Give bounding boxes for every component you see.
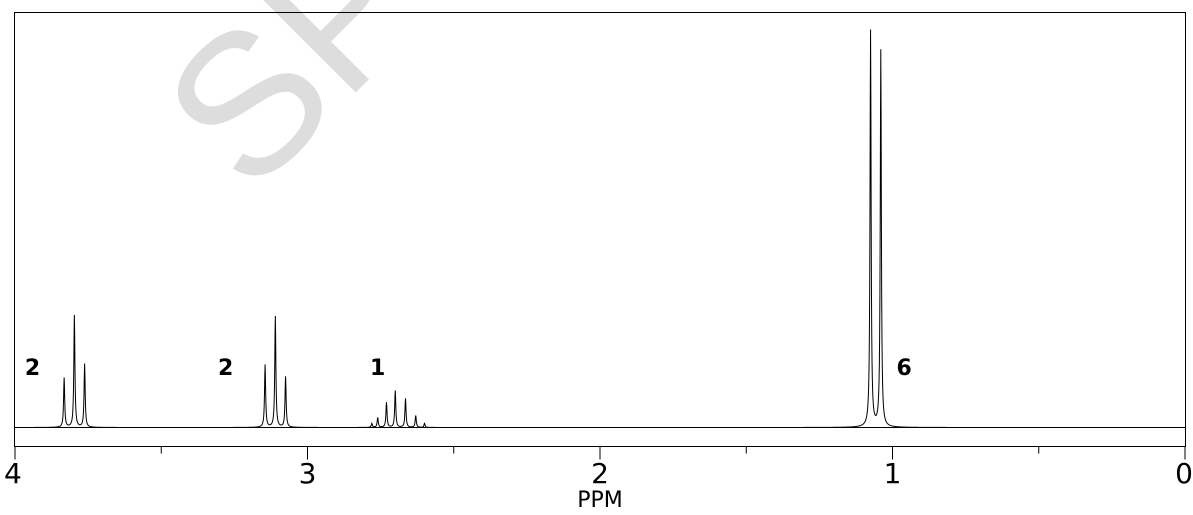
x-axis-major-ticks [14, 446, 1186, 460]
x-tick-label: 2 [591, 457, 609, 490]
x-axis-tick-labels: 4 3 2 1 0 [4, 457, 1193, 490]
x-tick-label: 3 [299, 457, 317, 490]
integration-annotations: 2 2 1 6 [25, 356, 912, 381]
x-axis-label: PPM [577, 488, 623, 513]
x-tick-label: 4 [4, 457, 22, 490]
integration-label: 6 [897, 356, 912, 381]
x-axis-minor-ticks [160, 446, 1040, 454]
x-tick-label: 1 [884, 457, 902, 490]
integration-label: 2 [25, 356, 40, 381]
x-tick-label: 0 [1175, 457, 1193, 490]
spectrum-line [15, 29, 1185, 428]
watermark-text: SP [123, 0, 469, 229]
integration-label: 1 [370, 356, 385, 381]
watermark: SP [123, 0, 469, 229]
integration-label: 2 [218, 356, 233, 381]
